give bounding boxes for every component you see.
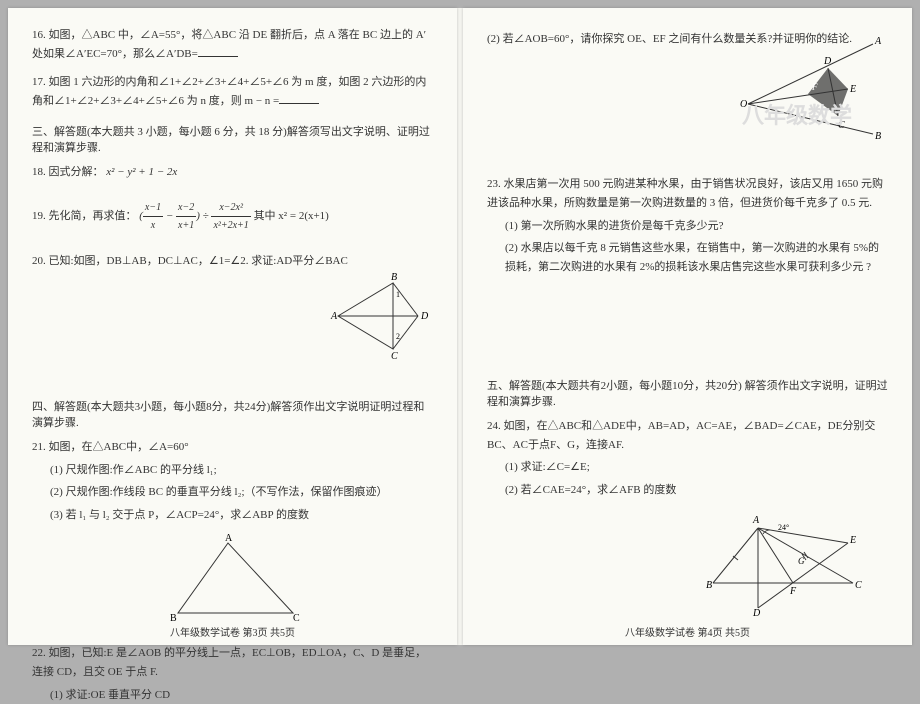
lbl-D: D bbox=[823, 56, 832, 67]
lbl-B: B bbox=[875, 131, 881, 142]
label-C: C bbox=[391, 351, 398, 361]
q21-s1: (1) 尺规作图:作∠ABC 的平分线 l₁; bbox=[32, 461, 433, 480]
minus-1: − bbox=[163, 210, 176, 222]
question-24: 24. 如图，在△ABC和△ADE中，AB=AD，AC=AE，∠BAD=∠CAE… bbox=[487, 417, 888, 624]
q17-text: 17. 如图 1 六边形的内角和∠1+∠2+∠3+∠4+∠5+∠6 为 m 度，… bbox=[32, 76, 426, 107]
question-23: 23. 水果店第一次用 500 元购进某种水果，由于销售状况良好，该店又用 16… bbox=[487, 175, 888, 276]
q16-blank bbox=[198, 45, 238, 57]
g-C: C bbox=[855, 580, 862, 591]
q19-label: 19. 先化简，再求值： bbox=[32, 210, 137, 222]
frac-1: x−1x bbox=[143, 199, 163, 234]
lbl-E: E bbox=[849, 84, 856, 95]
q21-s2: (2) 尺规作图:作线段 BC 的垂直平分线 l₂;（不写作法，保留作图痕迹） bbox=[32, 483, 433, 502]
question-20: 20. 已知:如图，DB⊥AB，DC⊥AC，∠1=∠2. 求证:AD平分∠BAC… bbox=[32, 252, 433, 367]
label-B: B bbox=[391, 272, 397, 283]
q20-text: 20. 已知:如图，DB⊥AB，DC⊥AC，∠1=∠2. 求证:AD平分∠BAC bbox=[32, 255, 348, 267]
q22b-figure: O A B D C E F bbox=[738, 34, 888, 151]
q23-s1: (1) 第一次所购水果的进货价是每千克多少元? bbox=[487, 217, 888, 236]
q22-s1: (1) 求证:OE 垂直平分 CD bbox=[32, 686, 433, 704]
section-3-header: 三、解答题(本大题共 3 小题，每小题 6 分，共 18 分)解答须写出文字说明… bbox=[32, 123, 433, 155]
tri-C: C bbox=[293, 613, 300, 624]
q21-s3: (3) 若 l₁ 与 l₂ 交于点 P，∠ACP=24°，求∠ABP 的度数 bbox=[32, 506, 433, 525]
q19-tail: 其中 x² = 2(x+1) bbox=[254, 210, 329, 222]
section-4-header: 四、解答题(本大题共3小题，每小题8分，共24分)解答须作出文字说明证明过程和演… bbox=[32, 398, 433, 430]
lbl-F: F bbox=[811, 82, 818, 92]
g-B: B bbox=[706, 580, 712, 591]
g-D: D bbox=[752, 608, 761, 618]
question-16: 16. 如图，△ABC 中，∠A=55°，将△ABC 沿 DE 翻折后，点 A … bbox=[32, 26, 433, 63]
lbl-O: O bbox=[740, 99, 747, 110]
q17-blank bbox=[279, 92, 319, 104]
question-22b: (2) 若∠AOB=60°，请你探究 OE、EF 之间有什么数量关系?并证明你的… bbox=[487, 30, 888, 150]
exam-sheet: 16. 如图，△ABC 中，∠A=55°，将△ABC 沿 DE 翻折后，点 A … bbox=[8, 8, 912, 645]
q24-head: 24. 如图，在△ABC和△ADE中，AB=AD，AC=AE，∠BAD=∠CAE… bbox=[487, 417, 888, 454]
q22-text: 22. 如图，已知:E 是∠AOB 的平分线上一点，EC⊥OB，ED⊥OA，C、… bbox=[32, 644, 433, 681]
section-5-header: 五、解答题(本大题共有2小题，每小题10分，共20分) 解答须作出文字说明，证明… bbox=[487, 377, 888, 409]
tri-B: B bbox=[170, 613, 177, 624]
question-18: 18. 因式分解： x² − y² + 1 − 2x bbox=[32, 163, 433, 182]
g-E: E bbox=[849, 535, 856, 546]
label-2: 2 bbox=[396, 332, 400, 341]
frac-2: x−2x+1 bbox=[176, 199, 196, 234]
g-A: A bbox=[752, 515, 760, 526]
label-D: D bbox=[420, 311, 429, 322]
q21-figure: A B C bbox=[32, 533, 433, 635]
page-3: 16. 如图，△ABC 中，∠A=55°，将△ABC 沿 DE 翻折后，点 A … bbox=[8, 8, 457, 645]
q24-figure: A B C D E F G 24° bbox=[487, 508, 888, 625]
question-19: 19. 先化简，再求值： (x−1x − x−2x+1) ÷ x−2x²x²+2… bbox=[32, 199, 433, 234]
question-22: 22. 如图，已知:E 是∠AOB 的平分线上一点，EC⊥OB，ED⊥OA，C、… bbox=[32, 644, 433, 704]
paren-close: ) ÷ bbox=[196, 210, 211, 222]
lbl-C: C bbox=[838, 120, 845, 131]
question-17: 17. 如图 1 六边形的内角和∠1+∠2+∠3+∠4+∠5+∠6 为 m 度，… bbox=[32, 73, 433, 110]
q23-head: 23. 水果店第一次用 500 元购进某种水果，由于销售状况良好，该店又用 16… bbox=[487, 175, 888, 212]
q20-figure: A B C D 1 2 bbox=[323, 271, 433, 368]
q22b-text: (2) 若∠AOB=60°，请你探究 OE、EF 之间有什么数量关系?并证明你的… bbox=[487, 30, 888, 49]
label-1: 1 bbox=[396, 290, 400, 299]
q24-s1: (1) 求证:∠C=∠E; bbox=[487, 458, 888, 477]
label-A: A bbox=[330, 311, 338, 322]
q24-s2: (2) 若∠CAE=24°，求∠AFB 的度数 bbox=[487, 481, 888, 500]
question-21: 21. 如图，在△ABC中，∠A=60° (1) 尺规作图:作∠ABC 的平分线… bbox=[32, 438, 433, 634]
g-angle: 24° bbox=[778, 523, 789, 532]
page-4: 八年级数学 (2) 若∠AOB=60°，请你探究 OE、EF 之间有什么数量关系… bbox=[463, 8, 912, 645]
tri-A: A bbox=[225, 533, 233, 544]
q21-head: 21. 如图，在△ABC中，∠A=60° bbox=[32, 438, 433, 457]
frac-3: x−2x²x²+2x+1 bbox=[211, 199, 250, 234]
g-F: F bbox=[789, 586, 797, 597]
q18-expr: x² − y² + 1 − 2x bbox=[106, 166, 177, 178]
q18-label: 18. 因式分解： bbox=[32, 166, 104, 178]
lbl-A: A bbox=[874, 36, 882, 47]
q23-s2: (2) 水果店以每千克 8 元销售这些水果，在销售中，第一次购进的水果有 5%的… bbox=[487, 239, 888, 276]
